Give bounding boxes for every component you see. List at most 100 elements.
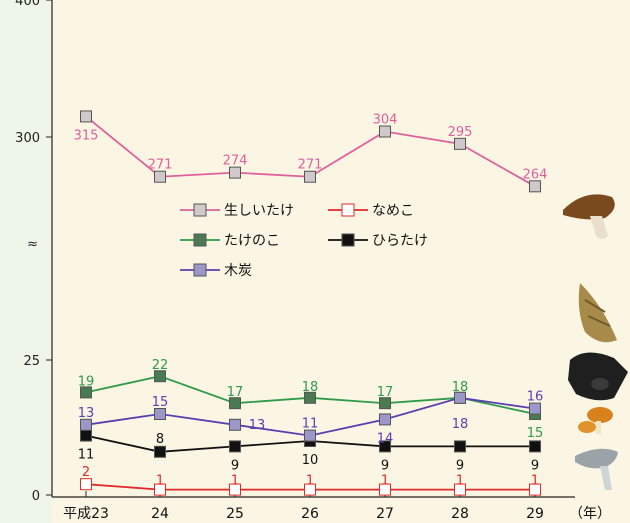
data-point-marker (80, 429, 92, 442)
data-label: 1 (231, 474, 239, 489)
data-label: 1 (456, 474, 464, 489)
data-label: 11 (78, 448, 95, 463)
data-point-marker (229, 418, 241, 431)
data-point-marker (154, 370, 166, 383)
data-point-marker (379, 440, 391, 453)
y-tick-label: 0 (32, 489, 40, 504)
data-point-marker (229, 166, 241, 179)
data-point-marker (529, 483, 541, 496)
y-tick-label: 300 (15, 131, 40, 146)
data-label: 16 (527, 390, 544, 405)
legend-label: ひらたけ (372, 233, 428, 249)
x-tick-label: 27 (376, 506, 394, 522)
axis-break-mark: ≈ (27, 237, 38, 252)
charcoal-illustration (568, 352, 628, 401)
x-axis-unit-label: （年） (569, 506, 611, 522)
data-point-marker (154, 483, 166, 496)
data-label: 315 (74, 128, 99, 143)
x-tick-label: 29 (526, 506, 544, 522)
data-point-marker (529, 440, 541, 453)
data-point-marker (454, 391, 466, 404)
data-point-marker (454, 483, 466, 496)
legend-marker (193, 263, 207, 277)
data-label: 18 (452, 380, 469, 395)
data-point-marker (379, 413, 391, 426)
data-point-marker (304, 429, 316, 442)
data-point-marker (529, 180, 541, 193)
data-label: 22 (152, 358, 169, 373)
data-label: 1 (156, 474, 164, 489)
data-point-marker (304, 170, 316, 183)
data-label: 17 (377, 385, 394, 400)
data-label: 295 (448, 125, 473, 140)
data-label: 304 (373, 113, 398, 128)
data-label: 9 (231, 458, 239, 473)
data-label: 274 (223, 154, 248, 169)
legend-label: 木炭 (224, 263, 252, 279)
x-tick-label: 25 (226, 506, 244, 522)
legend-marker (341, 233, 355, 247)
data-label: 9 (531, 458, 539, 473)
data-label: 18 (452, 417, 469, 432)
data-point-marker (454, 440, 466, 453)
data-point-marker (304, 391, 316, 404)
data-point-marker (229, 483, 241, 496)
data-label: 19 (78, 374, 95, 389)
data-label: 9 (456, 458, 464, 473)
nameko-illustration (578, 407, 613, 434)
legend-label: 生しいたけ (224, 203, 294, 219)
legend-label: たけのこ (224, 233, 280, 249)
legend-marker (193, 203, 207, 217)
data-point-marker (379, 483, 391, 496)
data-label: 2 (82, 465, 90, 480)
data-label: 9 (381, 458, 389, 473)
data-point-marker (154, 445, 166, 458)
data-point-marker (304, 483, 316, 496)
data-label: 8 (156, 432, 164, 447)
y-tick-label: 25 (23, 354, 40, 369)
left-band (0, 0, 52, 523)
data-point-marker (454, 137, 466, 150)
data-label: 271 (298, 158, 323, 173)
data-label: 14 (377, 431, 394, 446)
data-label: 264 (523, 167, 548, 182)
data-label: 18 (302, 380, 319, 395)
data-point-marker (80, 478, 92, 491)
data-label: 11 (302, 417, 319, 432)
x-tick-label: 24 (151, 506, 169, 522)
bamboo-shoot-illustration (578, 283, 617, 343)
data-point-marker (80, 418, 92, 431)
x-tick-label: 平成23 (63, 506, 109, 522)
data-point-marker (379, 125, 391, 138)
data-point-marker (154, 170, 166, 183)
x-tick-label: 26 (301, 506, 319, 522)
data-label: 271 (148, 158, 173, 173)
data-point-marker (379, 397, 391, 410)
data-label: 17 (227, 385, 244, 400)
oyster-mushroom-illustration (575, 448, 618, 490)
legend-marker (193, 233, 207, 247)
data-label: 1 (306, 474, 314, 489)
data-point-marker (80, 386, 92, 399)
x-tick-label: 28 (451, 506, 469, 522)
mushroom-illustrations (563, 194, 628, 490)
data-label: 1 (531, 474, 539, 489)
data-label: 1 (381, 474, 389, 489)
data-point-marker (529, 402, 541, 415)
data-label: 13 (78, 406, 95, 421)
legend-label: なめこ (372, 203, 414, 219)
data-label: 15 (527, 426, 544, 441)
data-label: 15 (152, 395, 169, 410)
plot-background (52, 0, 630, 523)
shiitake-illustration (563, 194, 615, 239)
data-point-marker (154, 408, 166, 420)
y-tick-label: 400 (15, 0, 40, 9)
legend-marker (341, 203, 355, 217)
data-point-marker (229, 440, 241, 453)
data-label: 13 (249, 418, 266, 433)
data-point-marker (229, 397, 241, 410)
data-point-marker (80, 110, 92, 123)
data-label: 10 (302, 453, 319, 468)
